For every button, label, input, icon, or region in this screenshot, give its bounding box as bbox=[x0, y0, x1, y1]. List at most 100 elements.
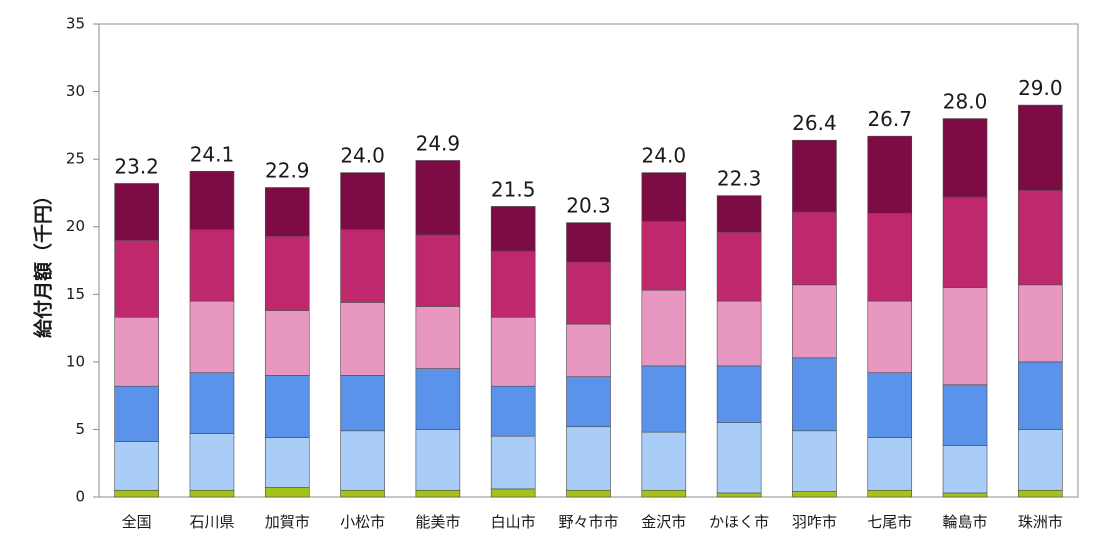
bar-segment bbox=[566, 376, 611, 428]
bar-segment bbox=[189, 433, 235, 491]
bar-segment bbox=[340, 430, 385, 491]
category-label: 羽咋市 bbox=[792, 513, 837, 531]
total-label: 28.0 bbox=[943, 90, 988, 114]
bar-segment bbox=[1018, 189, 1063, 286]
bar-segment bbox=[490, 488, 536, 498]
bars bbox=[114, 104, 1063, 498]
total-label: 26.4 bbox=[792, 111, 837, 135]
bar-segment bbox=[942, 118, 988, 198]
bar-segment bbox=[114, 489, 159, 498]
bar-segment bbox=[340, 489, 385, 498]
bar-segment bbox=[415, 306, 461, 369]
category-label: 七尾市 bbox=[867, 513, 912, 531]
y-tick-label: 0 bbox=[75, 488, 85, 506]
bar-segment bbox=[792, 139, 837, 213]
category-label: 小松市 bbox=[340, 513, 385, 531]
bar-segment bbox=[415, 160, 461, 236]
bar-segment bbox=[566, 489, 611, 498]
bar-segment bbox=[867, 300, 913, 373]
y-axis-ticks: 0 5 10 15 20 25 30 35 bbox=[66, 15, 99, 506]
category-label: 白山市 bbox=[491, 513, 536, 531]
y-tick-label: 25 bbox=[66, 150, 85, 168]
category-label: 能美市 bbox=[415, 513, 460, 531]
bar-segment bbox=[114, 316, 159, 387]
category-label: 珠洲市 bbox=[1018, 513, 1063, 531]
bar-segment bbox=[490, 316, 536, 387]
bar-segment bbox=[942, 384, 988, 446]
category-label: かほく市 bbox=[709, 513, 769, 531]
y-tick-label: 20 bbox=[66, 217, 85, 235]
total-label: 24.1 bbox=[190, 142, 235, 166]
bar-segment bbox=[716, 365, 762, 423]
bar-segment bbox=[716, 195, 762, 233]
bar-segment bbox=[1018, 284, 1063, 363]
bar-segment bbox=[114, 441, 159, 491]
bar-segment bbox=[415, 429, 461, 491]
bar-segment bbox=[566, 426, 611, 491]
bar-segment bbox=[490, 435, 536, 490]
total-label: 29.0 bbox=[1018, 76, 1063, 100]
bar-segment bbox=[566, 222, 611, 263]
bar-segment bbox=[716, 492, 762, 498]
bar-segment bbox=[189, 489, 235, 498]
bar-segment bbox=[867, 437, 913, 491]
bar-segment bbox=[1018, 104, 1063, 191]
bar-segment bbox=[264, 375, 310, 438]
y-axis-label: 給付月額（千円） bbox=[32, 186, 55, 338]
category-label: 全国 bbox=[122, 513, 152, 531]
bar-segment bbox=[942, 445, 988, 494]
bar-segment bbox=[490, 250, 536, 318]
bar-segment bbox=[189, 229, 235, 302]
category-label: 石川県 bbox=[189, 513, 234, 531]
bar-segment bbox=[264, 437, 310, 488]
bar-segment bbox=[716, 231, 762, 302]
category-label: 輪島市 bbox=[943, 513, 988, 531]
total-labels: 23.2 24.1 22.9 24.0 24.9 21.5 20.3 24.0 22.3 26.4… bbox=[114, 76, 1062, 218]
bar-segment bbox=[415, 489, 461, 498]
bar-segment bbox=[792, 491, 837, 498]
bar-segment bbox=[189, 372, 235, 434]
total-label: 23.2 bbox=[114, 154, 159, 178]
bar-segment bbox=[792, 357, 837, 432]
bar-segment bbox=[264, 235, 310, 311]
bar-segment bbox=[340, 229, 385, 303]
bar-segment bbox=[641, 431, 687, 491]
total-label: 26.7 bbox=[867, 107, 912, 131]
bar-segment bbox=[264, 310, 310, 376]
bar-segment bbox=[716, 422, 762, 494]
category-label: 加賀市 bbox=[265, 513, 310, 531]
bar-segment bbox=[641, 289, 687, 367]
y-tick-label: 15 bbox=[66, 285, 85, 303]
bar-segment bbox=[1018, 489, 1063, 498]
bar-segment bbox=[340, 375, 385, 432]
bar-segment bbox=[264, 487, 310, 498]
bar-segment bbox=[114, 183, 159, 241]
total-label: 21.5 bbox=[491, 177, 536, 201]
bar-segment bbox=[867, 135, 913, 214]
bar-segment bbox=[792, 430, 837, 492]
bar-segment bbox=[641, 172, 687, 222]
bar-segment bbox=[942, 287, 988, 386]
y-tick-label: 5 bbox=[75, 420, 85, 438]
bar-segment bbox=[1018, 361, 1063, 430]
bar-segment bbox=[716, 300, 762, 367]
bar-segment bbox=[641, 221, 687, 291]
total-label: 20.3 bbox=[566, 194, 611, 218]
bar-segment bbox=[114, 239, 159, 318]
total-label: 24.0 bbox=[642, 144, 687, 168]
category-label: 野々市市 bbox=[558, 513, 618, 531]
total-label: 24.9 bbox=[416, 131, 461, 155]
total-label: 24.0 bbox=[340, 144, 385, 168]
bar-segment bbox=[867, 212, 913, 302]
bar-segment bbox=[867, 489, 913, 498]
bar-segment bbox=[490, 206, 536, 252]
bar-segment bbox=[566, 261, 611, 325]
bar-segment bbox=[340, 172, 385, 230]
bar-segment bbox=[340, 302, 385, 376]
bar-segment bbox=[641, 489, 687, 498]
bar-segment bbox=[1018, 429, 1063, 491]
y-tick-label: 10 bbox=[66, 352, 85, 370]
bar-segment bbox=[189, 171, 235, 230]
bar-segment bbox=[415, 368, 461, 430]
